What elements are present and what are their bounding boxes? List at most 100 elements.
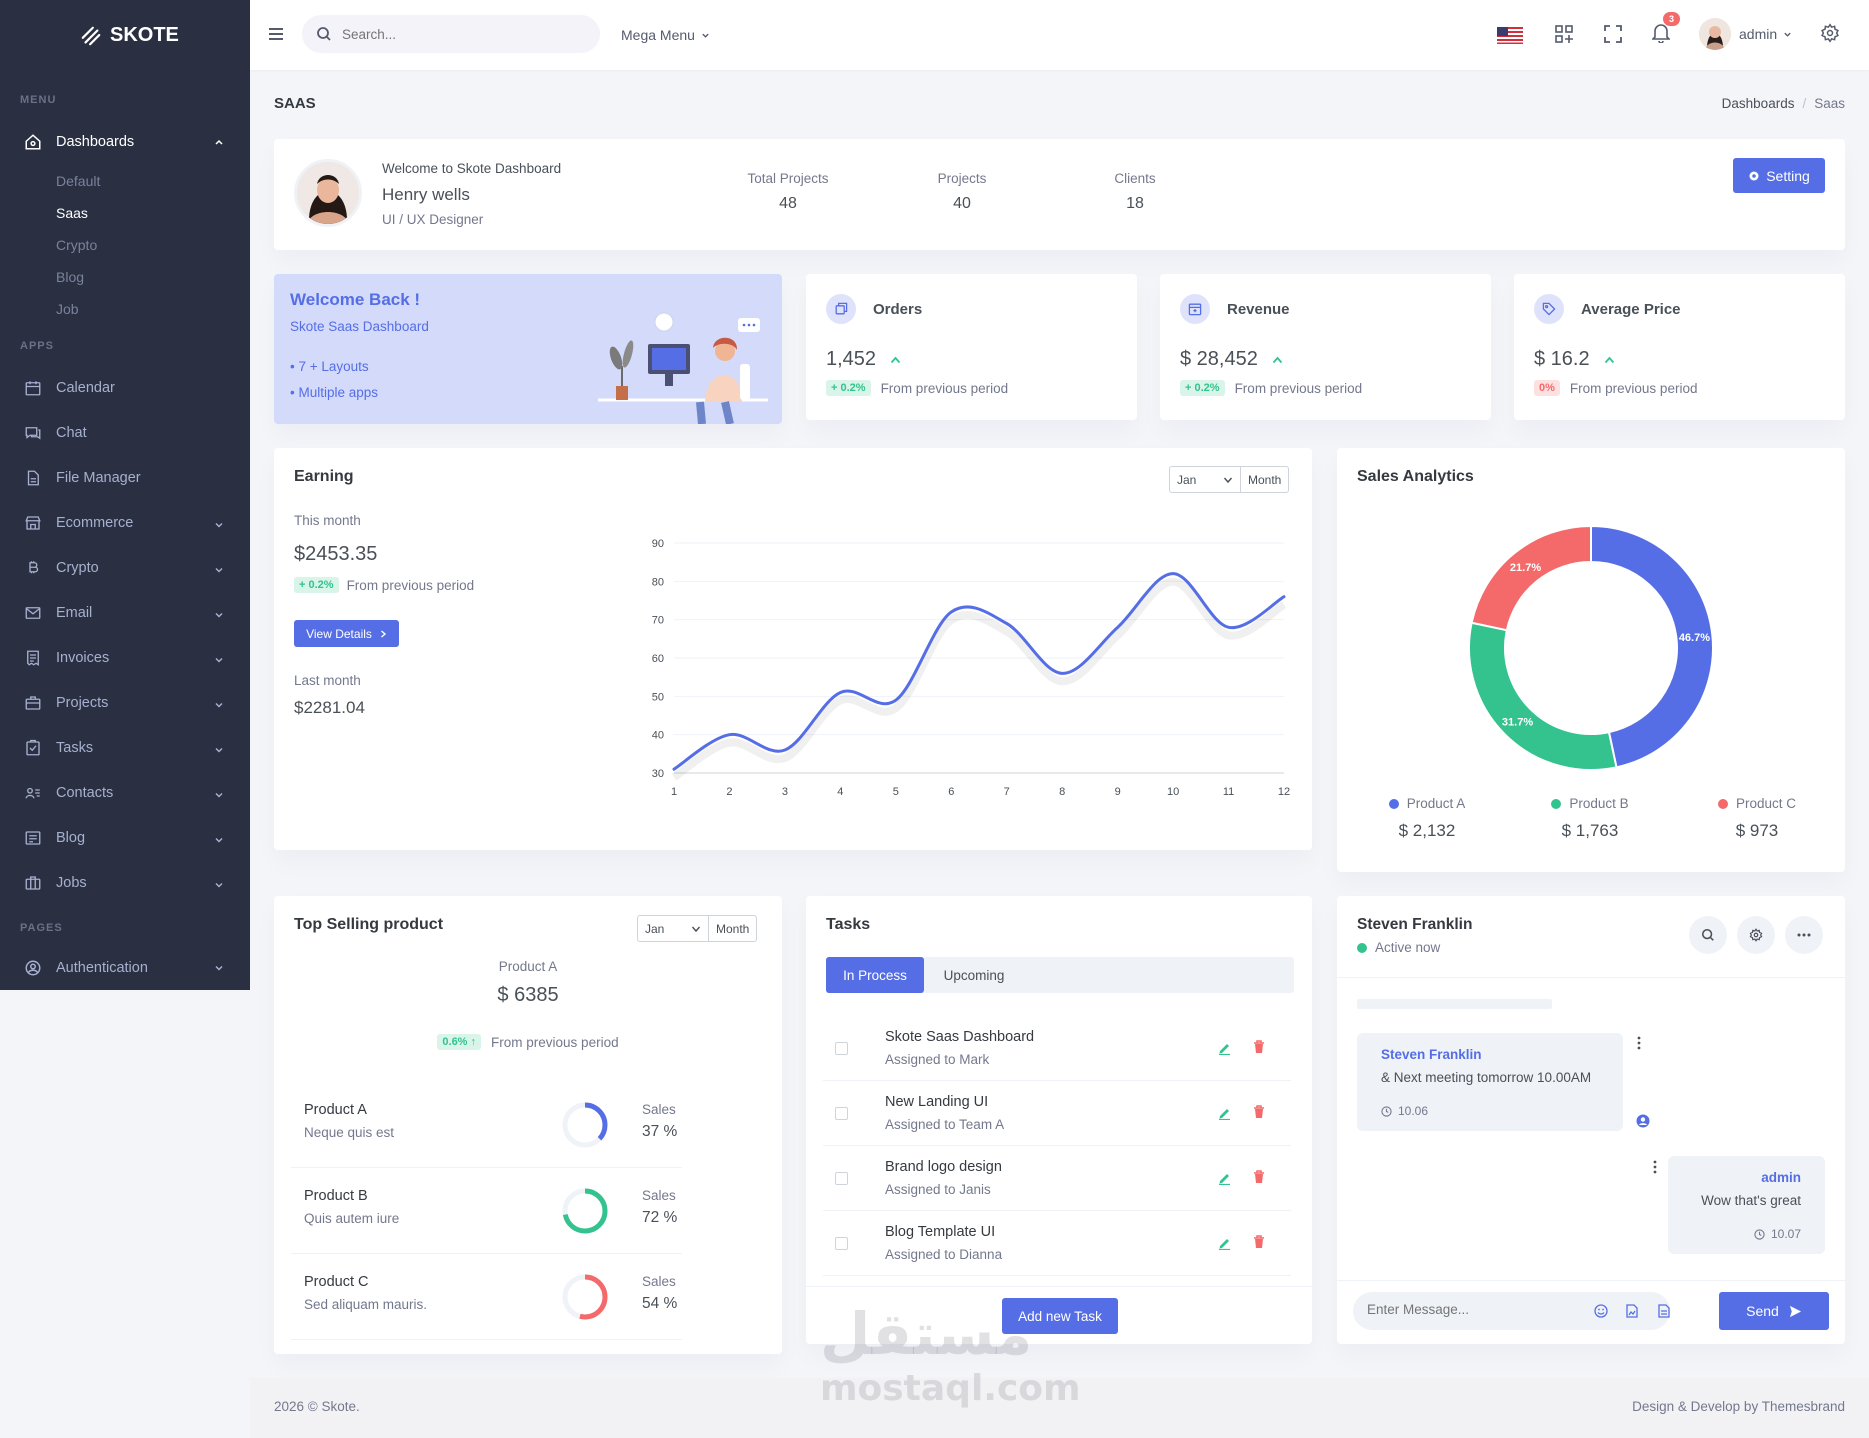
chat-search-button[interactable] xyxy=(1689,916,1727,954)
image-attach-icon[interactable] xyxy=(1626,1304,1638,1318)
month-select[interactable]: Jan xyxy=(1170,467,1240,492)
chevron-down-icon xyxy=(215,965,223,971)
tag-icon xyxy=(1534,294,1564,324)
change-note: From previous period xyxy=(880,380,1009,396)
sidebar-item-jobs[interactable]: Jobs xyxy=(0,863,250,903)
search-input[interactable] xyxy=(342,26,582,42)
sidebar-item-authentication[interactable]: Authentication xyxy=(0,948,250,988)
search-bar xyxy=(302,15,600,53)
message-input[interactable] xyxy=(1367,1302,1567,1317)
file-attach-icon[interactable] xyxy=(1658,1304,1670,1318)
donut-slice-product-b[interactable] xyxy=(1468,621,1618,771)
brand-name: SKOTE xyxy=(110,24,179,46)
delete-trash-icon[interactable] xyxy=(1253,1040,1265,1058)
task-checkbox[interactable] xyxy=(835,1172,848,1185)
task-checkbox[interactable] xyxy=(835,1237,848,1250)
sidebar-item-projects[interactable]: Projects xyxy=(0,683,250,723)
edit-pencil-icon[interactable] xyxy=(1218,1236,1231,1254)
edit-pencil-icon[interactable] xyxy=(1218,1041,1231,1059)
tasks-card: Tasks In Process Upcoming Add new Task S… xyxy=(806,896,1312,1344)
period-label: Month xyxy=(1240,467,1288,492)
edit-pencil-icon[interactable] xyxy=(1218,1106,1231,1124)
tab-upcoming[interactable]: Upcoming xyxy=(943,967,1005,983)
product-row-product-b: Product B Quis autem iure Sales 72 % xyxy=(291,1168,682,1254)
sidebar-item-file-manager[interactable]: File Manager xyxy=(0,458,250,498)
sidebar-item-email[interactable]: Email xyxy=(0,593,250,633)
sidebar-item-contacts[interactable]: Contacts xyxy=(0,773,250,813)
product-name: Product A xyxy=(304,1102,367,1118)
notification-badge: 3 xyxy=(1663,12,1680,26)
chevron-down-icon xyxy=(214,518,224,528)
chevron-right-icon xyxy=(380,629,386,638)
task-assignee: Assigned to Dianna xyxy=(885,1247,1003,1262)
change-badge: + 0.2% xyxy=(826,380,871,396)
tasks-divider xyxy=(806,1286,1312,1287)
settings-gear-icon[interactable] xyxy=(1820,23,1840,47)
top-selling-card: Top Selling product Jan Month Product A … xyxy=(274,896,782,1354)
sidebar-subitem-crypto[interactable]: Crypto xyxy=(56,237,98,253)
profile-role: UI / UX Designer xyxy=(382,212,484,227)
stat-card-value: $ 16.2 xyxy=(1534,348,1590,370)
notification-bell-icon[interactable] xyxy=(1651,23,1671,47)
message-time: 10.06 xyxy=(1381,1104,1428,1118)
edit-pencil-icon[interactable] xyxy=(1218,1171,1231,1189)
task-checkbox[interactable] xyxy=(835,1042,848,1055)
donut-slice-product-c[interactable] xyxy=(1470,524,1592,632)
chat-more-button[interactable] xyxy=(1785,916,1823,954)
delete-trash-icon[interactable] xyxy=(1253,1170,1265,1188)
change-badge: + 0.2% xyxy=(1180,380,1225,396)
profile-stat: Projects 40 xyxy=(902,171,1022,213)
delete-trash-icon[interactable] xyxy=(1253,1235,1265,1253)
top-selling-period-select[interactable]: Jan Month xyxy=(637,915,758,942)
sidebar-item-label: Authentication xyxy=(56,960,148,976)
watermark-arabic: مستقل xyxy=(820,1300,1033,1368)
sidebar-subitem-default[interactable]: Default xyxy=(56,173,101,189)
sidebar-item-invoices[interactable]: Invoices xyxy=(0,638,250,678)
sidebar-item-ecommerce[interactable]: Ecommerce xyxy=(0,503,250,543)
y-tick-label: 40 xyxy=(652,730,664,742)
delete-trash-icon[interactable] xyxy=(1253,1105,1265,1123)
sidebar-item-chat[interactable]: Chat xyxy=(0,413,250,453)
user-avatar[interactable] xyxy=(1699,18,1731,50)
view-details-button[interactable]: View Details xyxy=(294,620,399,647)
donut-slice-label: 21.7% xyxy=(1510,562,1541,574)
sidebar-item-blog[interactable]: Blog xyxy=(0,818,250,858)
task-row: Blog Template UI Assigned to Dianna xyxy=(823,1211,1291,1276)
breadcrumb-dashboards[interactable]: Dashboards xyxy=(1721,96,1795,111)
tab-in-process[interactable]: In Process xyxy=(826,957,924,993)
emoji-icon[interactable] xyxy=(1594,1304,1608,1318)
envelope-icon xyxy=(24,604,42,622)
change-note: From previous period xyxy=(1569,380,1698,396)
send-button[interactable]: Send xyxy=(1719,1292,1829,1330)
task-checkbox[interactable] xyxy=(835,1107,848,1120)
donut-slice-product-a[interactable] xyxy=(1590,524,1714,769)
brand-logo[interactable]: SKOTE xyxy=(80,24,179,47)
message-options-icon[interactable] xyxy=(1637,1036,1641,1054)
y-tick-label: 60 xyxy=(652,653,664,665)
user-menu[interactable]: admin xyxy=(1739,26,1792,42)
donut-slice-label: 31.7% xyxy=(1502,717,1533,729)
fullscreen-icon[interactable] xyxy=(1604,25,1622,47)
month-select[interactable]: Jan xyxy=(638,916,708,941)
bitcoin-icon xyxy=(24,559,42,577)
add-new-task-button[interactable]: Add new Task xyxy=(1002,1298,1118,1334)
sidebar-item-dashboards[interactable]: Dashboards xyxy=(0,122,250,162)
hamburger-menu-icon[interactable] xyxy=(268,26,284,46)
sidebar-item-calendar[interactable]: Calendar xyxy=(0,368,250,408)
y-tick-label: 50 xyxy=(652,691,664,703)
chat-settings-button[interactable] xyxy=(1737,916,1775,954)
apps-grid-icon[interactable] xyxy=(1555,25,1573,47)
us-flag-icon[interactable] xyxy=(1497,27,1523,44)
sidebar-item-tasks[interactable]: Tasks xyxy=(0,728,250,768)
x-tick-label: 10 xyxy=(1167,786,1179,798)
welcome-list-item: • 7 + Layouts xyxy=(290,359,369,374)
sidebar-subitem-blog[interactable]: Blog xyxy=(56,269,85,285)
setting-button[interactable]: Setting xyxy=(1733,158,1825,193)
sidebar-subitem-job[interactable]: Job xyxy=(56,301,79,317)
sidebar-subitem-saas[interactable]: Saas xyxy=(56,205,88,221)
earning-period-select[interactable]: Jan Month xyxy=(1169,466,1290,493)
message-options-icon[interactable] xyxy=(1653,1160,1657,1178)
sidebar-item-crypto[interactable]: Crypto xyxy=(0,548,250,588)
mega-menu-dropdown[interactable]: Mega Menu xyxy=(621,27,710,43)
chat-message-incoming: Steven Franklin & Next meeting tomorrow … xyxy=(1357,1033,1623,1131)
